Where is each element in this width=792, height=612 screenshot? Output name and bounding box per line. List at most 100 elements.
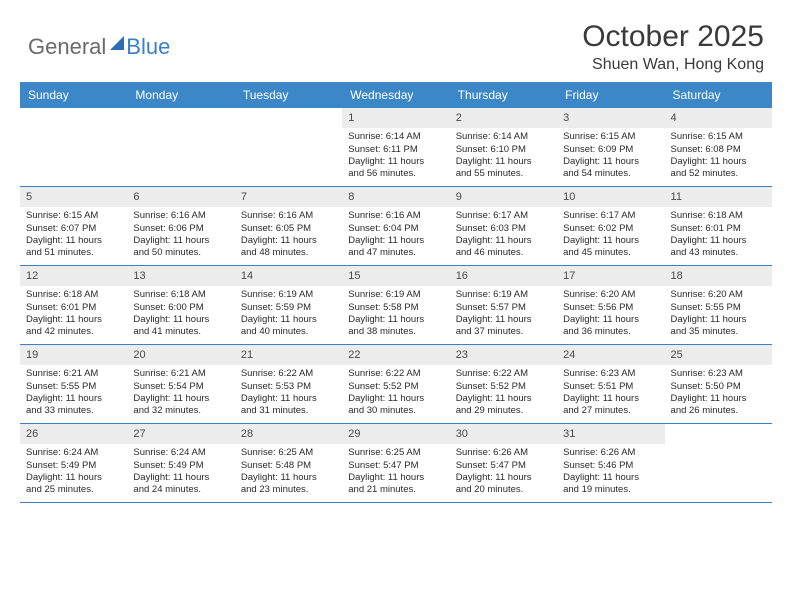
- day-info: Sunrise: 6:26 AMSunset: 5:46 PMDaylight:…: [557, 444, 664, 500]
- day-sunset: Sunset: 5:46 PM: [563, 460, 658, 472]
- calendar-cell: 20Sunrise: 6:21 AMSunset: 5:54 PMDayligh…: [127, 345, 234, 423]
- day-number: 15: [342, 266, 449, 286]
- day-daylight1: Daylight: 11 hours: [563, 235, 658, 247]
- day-sunset: Sunset: 6:01 PM: [26, 302, 121, 314]
- day-daylight1: Daylight: 11 hours: [563, 472, 658, 484]
- month-title: October 2025: [582, 20, 764, 54]
- calendar-cell-empty: [665, 424, 772, 502]
- day-number: 28: [235, 424, 342, 444]
- day-info: Sunrise: 6:25 AMSunset: 5:48 PMDaylight:…: [235, 444, 342, 500]
- day-daylight1: Daylight: 11 hours: [241, 314, 336, 326]
- day-sunrise: Sunrise: 6:16 AM: [133, 210, 228, 222]
- day-info: Sunrise: 6:22 AMSunset: 5:53 PMDaylight:…: [235, 365, 342, 421]
- calendar-cell: 15Sunrise: 6:19 AMSunset: 5:58 PMDayligh…: [342, 266, 449, 344]
- calendar-cell: 13Sunrise: 6:18 AMSunset: 6:00 PMDayligh…: [127, 266, 234, 344]
- day-sunrise: Sunrise: 6:17 AM: [563, 210, 658, 222]
- day-info: Sunrise: 6:18 AMSunset: 6:01 PMDaylight:…: [20, 286, 127, 342]
- day-sunrise: Sunrise: 6:19 AM: [241, 289, 336, 301]
- day-sunset: Sunset: 6:02 PM: [563, 223, 658, 235]
- day-sunset: Sunset: 6:08 PM: [671, 144, 766, 156]
- day-daylight1: Daylight: 11 hours: [241, 235, 336, 247]
- day-sunset: Sunset: 5:50 PM: [671, 381, 766, 393]
- day-number: 10: [557, 187, 664, 207]
- day-daylight2: and 54 minutes.: [563, 168, 658, 180]
- day-sunrise: Sunrise: 6:21 AM: [26, 368, 121, 380]
- calendar-cell: 9Sunrise: 6:17 AMSunset: 6:03 PMDaylight…: [450, 187, 557, 265]
- day-info: Sunrise: 6:14 AMSunset: 6:11 PMDaylight:…: [342, 128, 449, 184]
- day-info: Sunrise: 6:24 AMSunset: 5:49 PMDaylight:…: [127, 444, 234, 500]
- day-sunrise: Sunrise: 6:22 AM: [348, 368, 443, 380]
- day-daylight2: and 55 minutes.: [456, 168, 551, 180]
- day-daylight1: Daylight: 11 hours: [671, 156, 766, 168]
- calendar-row: 19Sunrise: 6:21 AMSunset: 5:55 PMDayligh…: [20, 345, 772, 424]
- day-number: 18: [665, 266, 772, 286]
- calendar-body: 1Sunrise: 6:14 AMSunset: 6:11 PMDaylight…: [20, 108, 772, 503]
- day-info: Sunrise: 6:23 AMSunset: 5:51 PMDaylight:…: [557, 365, 664, 421]
- day-sunrise: Sunrise: 6:22 AM: [241, 368, 336, 380]
- day-daylight1: Daylight: 11 hours: [133, 393, 228, 405]
- day-daylight2: and 56 minutes.: [348, 168, 443, 180]
- weekday-header-tuesday: Tuesday: [235, 82, 342, 108]
- day-sunset: Sunset: 5:47 PM: [348, 460, 443, 472]
- weekday-header-sunday: Sunday: [20, 82, 127, 108]
- day-sunrise: Sunrise: 6:25 AM: [241, 447, 336, 459]
- day-info: Sunrise: 6:16 AMSunset: 6:06 PMDaylight:…: [127, 207, 234, 263]
- day-sunrise: Sunrise: 6:19 AM: [348, 289, 443, 301]
- location-label: Shuen Wan, Hong Kong: [582, 56, 764, 74]
- day-daylight1: Daylight: 11 hours: [241, 393, 336, 405]
- day-number: 11: [665, 187, 772, 207]
- day-number: 16: [450, 266, 557, 286]
- calendar-cell: 25Sunrise: 6:23 AMSunset: 5:50 PMDayligh…: [665, 345, 772, 423]
- calendar-cell: 27Sunrise: 6:24 AMSunset: 5:49 PMDayligh…: [127, 424, 234, 502]
- calendar-cell-empty: [20, 108, 127, 186]
- day-sunset: Sunset: 6:01 PM: [671, 223, 766, 235]
- day-daylight1: Daylight: 11 hours: [26, 314, 121, 326]
- day-sunset: Sunset: 5:51 PM: [563, 381, 658, 393]
- day-info: Sunrise: 6:21 AMSunset: 5:55 PMDaylight:…: [20, 365, 127, 421]
- day-daylight2: and 43 minutes.: [671, 247, 766, 259]
- calendar-cell: 22Sunrise: 6:22 AMSunset: 5:52 PMDayligh…: [342, 345, 449, 423]
- day-sunset: Sunset: 5:49 PM: [133, 460, 228, 472]
- day-daylight2: and 51 minutes.: [26, 247, 121, 259]
- day-daylight1: Daylight: 11 hours: [671, 314, 766, 326]
- weekday-header-thursday: Thursday: [450, 82, 557, 108]
- day-sunrise: Sunrise: 6:26 AM: [563, 447, 658, 459]
- day-daylight2: and 24 minutes.: [133, 484, 228, 496]
- day-info: Sunrise: 6:18 AMSunset: 6:01 PMDaylight:…: [665, 207, 772, 263]
- day-info: Sunrise: 6:16 AMSunset: 6:04 PMDaylight:…: [342, 207, 449, 263]
- day-sunrise: Sunrise: 6:15 AM: [671, 131, 766, 143]
- day-daylight1: Daylight: 11 hours: [563, 393, 658, 405]
- day-info: Sunrise: 6:17 AMSunset: 6:03 PMDaylight:…: [450, 207, 557, 263]
- day-info: Sunrise: 6:14 AMSunset: 6:10 PMDaylight:…: [450, 128, 557, 184]
- day-daylight2: and 33 minutes.: [26, 405, 121, 417]
- day-sunrise: Sunrise: 6:24 AM: [133, 447, 228, 459]
- calendar-cell: 21Sunrise: 6:22 AMSunset: 5:53 PMDayligh…: [235, 345, 342, 423]
- day-sunset: Sunset: 5:52 PM: [348, 381, 443, 393]
- calendar-cell: 28Sunrise: 6:25 AMSunset: 5:48 PMDayligh…: [235, 424, 342, 502]
- day-number: 26: [20, 424, 127, 444]
- day-daylight2: and 41 minutes.: [133, 326, 228, 338]
- day-number: 6: [127, 187, 234, 207]
- day-daylight1: Daylight: 11 hours: [133, 314, 228, 326]
- day-daylight1: Daylight: 11 hours: [133, 472, 228, 484]
- day-daylight2: and 36 minutes.: [563, 326, 658, 338]
- calendar-cell: 17Sunrise: 6:20 AMSunset: 5:56 PMDayligh…: [557, 266, 664, 344]
- calendar-row: 12Sunrise: 6:18 AMSunset: 6:01 PMDayligh…: [20, 266, 772, 345]
- calendar-cell: 5Sunrise: 6:15 AMSunset: 6:07 PMDaylight…: [20, 187, 127, 265]
- day-sunrise: Sunrise: 6:15 AM: [26, 210, 121, 222]
- day-info: Sunrise: 6:16 AMSunset: 6:05 PMDaylight:…: [235, 207, 342, 263]
- day-daylight1: Daylight: 11 hours: [456, 472, 551, 484]
- day-info: Sunrise: 6:21 AMSunset: 5:54 PMDaylight:…: [127, 365, 234, 421]
- calendar-cell: 7Sunrise: 6:16 AMSunset: 6:05 PMDaylight…: [235, 187, 342, 265]
- day-daylight2: and 37 minutes.: [456, 326, 551, 338]
- day-number: 23: [450, 345, 557, 365]
- day-sunrise: Sunrise: 6:19 AM: [456, 289, 551, 301]
- day-number: 22: [342, 345, 449, 365]
- day-number: 27: [127, 424, 234, 444]
- day-sunset: Sunset: 5:57 PM: [456, 302, 551, 314]
- day-number: 5: [20, 187, 127, 207]
- weekday-header-row: SundayMondayTuesdayWednesdayThursdayFrid…: [20, 82, 772, 108]
- day-daylight2: and 25 minutes.: [26, 484, 121, 496]
- day-sunset: Sunset: 5:47 PM: [456, 460, 551, 472]
- weekday-header-wednesday: Wednesday: [342, 82, 449, 108]
